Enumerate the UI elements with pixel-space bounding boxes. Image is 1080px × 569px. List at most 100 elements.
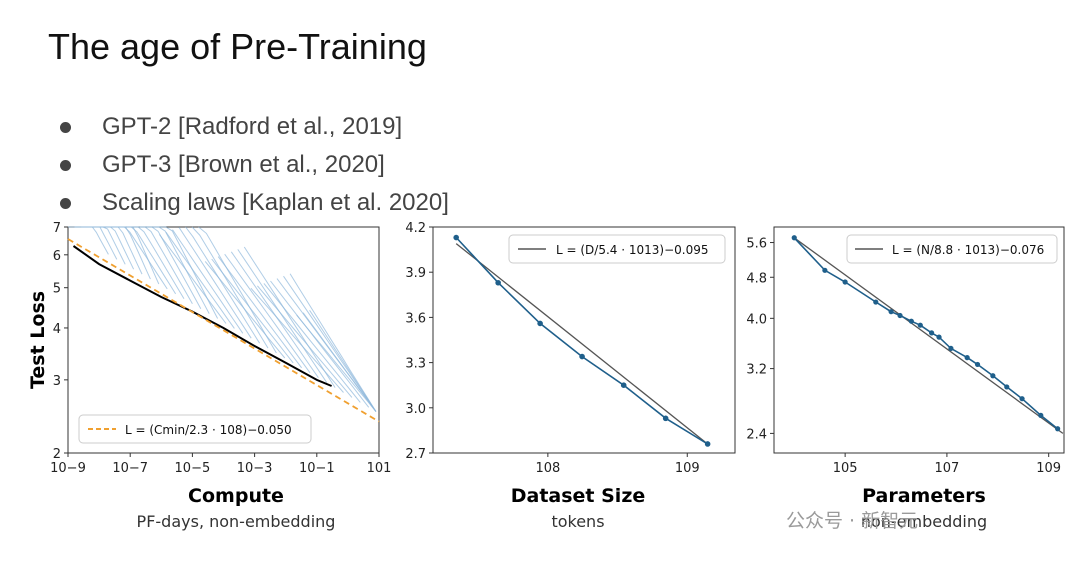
- data-point: [888, 309, 894, 315]
- training-curve: [243, 246, 336, 388]
- y-tick-label: 2: [53, 447, 61, 462]
- data-point: [897, 312, 903, 319]
- bullet-item: GPT-2 [Radford et al., 2019]: [60, 108, 449, 146]
- y-tick-label: 3: [53, 374, 61, 389]
- legend: L = (D/5.4 · 1013)−0.095: [508, 234, 726, 264]
- y-tick-label: 6: [53, 249, 61, 264]
- y-tick-label: 3.3: [405, 357, 426, 372]
- fit-line: [67, 238, 380, 423]
- training-curve: [302, 312, 377, 412]
- training-curve: [191, 226, 269, 349]
- x-axis-label: Parameters: [862, 485, 986, 507]
- y-tick-label: 3.6: [405, 311, 426, 326]
- watermark: 公众号 · 新智元: [786, 510, 919, 532]
- training-curve: [172, 229, 244, 334]
- y-axis-label: Test Loss: [27, 291, 49, 389]
- data-point: [822, 267, 828, 273]
- data-point: [662, 415, 669, 422]
- x-tick-label: 101: [367, 461, 392, 476]
- data-point: [537, 320, 543, 327]
- data-point: [948, 345, 954, 352]
- data-point: [873, 299, 879, 305]
- legend-label: L = (D/5.4 · 1013)−0.095: [556, 243, 709, 257]
- legend: L = (Cmin/2.3 · 108)−0.050: [78, 414, 312, 444]
- y-tick-label: 4.8: [746, 271, 767, 286]
- y-tick-label: 5: [53, 282, 61, 297]
- data-point: [917, 322, 923, 328]
- data-point: [1055, 426, 1061, 432]
- training-curve: [263, 283, 361, 403]
- x-axis-sublabel: PF-days, non-embedding: [137, 512, 336, 531]
- y-tick-label: 2.7: [405, 447, 426, 462]
- compute-chart: 2 3 4 5 6 7 10−9 10−7 10−5 10−3 10−1 101 Test Loss…: [27, 221, 391, 531]
- training-curve: [211, 258, 294, 364]
- training-curve: [217, 256, 302, 369]
- x-axis-label: Dataset Size: [511, 485, 646, 507]
- training-curve: [296, 314, 377, 412]
- data-line: [793, 237, 1059, 430]
- fit-line: [793, 237, 1064, 434]
- data-point: [453, 234, 459, 241]
- x-tick-label: 10−1: [299, 461, 335, 476]
- data-point: [620, 382, 627, 389]
- data-point: [1038, 412, 1044, 418]
- training-curve: [237, 249, 328, 383]
- frontier-line: [72, 245, 332, 387]
- x-tick-label: 109: [675, 461, 700, 476]
- y-tick-label: 7: [53, 221, 61, 236]
- x-tick-label: 107: [934, 461, 959, 476]
- y-tick-label: 2.4: [746, 427, 767, 442]
- plot-frame: [773, 226, 1065, 454]
- data-point: [842, 279, 848, 285]
- x-axis-sublabel: non-embedding: [861, 512, 987, 531]
- data-point: [964, 355, 970, 361]
- legend: L = (N/8.8 · 1013)−0.076: [846, 234, 1058, 264]
- training-curve: [224, 253, 311, 374]
- y-tick-label: 4: [53, 322, 61, 337]
- training-curve: [283, 275, 377, 412]
- data-point: [1004, 384, 1010, 390]
- training-curve: [309, 310, 377, 412]
- bullet-item: GPT-3 [Brown et al., 2020]: [60, 146, 449, 184]
- slide-title: The age of Pre-Training: [48, 26, 427, 67]
- x-tick-label: 105: [833, 461, 858, 476]
- data-point: [928, 330, 935, 336]
- data-point: [495, 279, 501, 286]
- y-tick-label: 4.2: [405, 221, 426, 236]
- data-point: [974, 361, 981, 368]
- data-point: [908, 318, 914, 324]
- x-tick-label: 10−3: [237, 461, 273, 476]
- y-tick-label: 3.2: [746, 363, 767, 378]
- bullet-list: GPT-2 [Radford et al., 2019] GPT-3 [Brow…: [60, 108, 449, 222]
- x-tick-label: 10−5: [175, 461, 211, 476]
- parameters-chart: 2.4 3.2 4.0 4.8 5.6 105 107 109 Parameters non…: [746, 226, 1065, 531]
- x-tick-label: 109: [1036, 461, 1061, 476]
- data-point: [936, 334, 942, 340]
- dataset-size-chart: 2.7 3.0 3.3 3.6 3.9 4.2 108 109 Dataset Size t…: [405, 221, 736, 531]
- training-curve: [250, 287, 344, 393]
- data-point: [791, 235, 797, 241]
- y-tick-label: 3.9: [405, 266, 426, 281]
- y-tick-label: 3.0: [405, 402, 426, 417]
- data-point: [579, 353, 585, 360]
- training-curve: [178, 227, 252, 339]
- training-curve: [185, 226, 261, 344]
- training-curve: [204, 261, 286, 359]
- y-tick-label: 4.0: [746, 312, 767, 327]
- legend-label: L = (N/8.8 · 1013)−0.076: [892, 243, 1044, 257]
- training-curve: [198, 226, 277, 354]
- x-axis-sublabel: tokens: [551, 512, 604, 531]
- y-tick-label: 5.6: [746, 237, 767, 252]
- training-curve: [289, 273, 377, 412]
- training-curve: [257, 285, 353, 398]
- training-curve: [159, 234, 227, 324]
- data-point: [704, 441, 711, 447]
- training-curve: [165, 231, 235, 329]
- x-tick-label: 10−9: [50, 461, 86, 476]
- fit-line: [455, 243, 709, 445]
- x-tick-label: 10−7: [112, 461, 148, 476]
- x-axis-label: Compute: [188, 485, 284, 507]
- data-point: [1019, 396, 1025, 402]
- bullet-item: Scaling laws [Kaplan et al. 2020]: [60, 184, 449, 222]
